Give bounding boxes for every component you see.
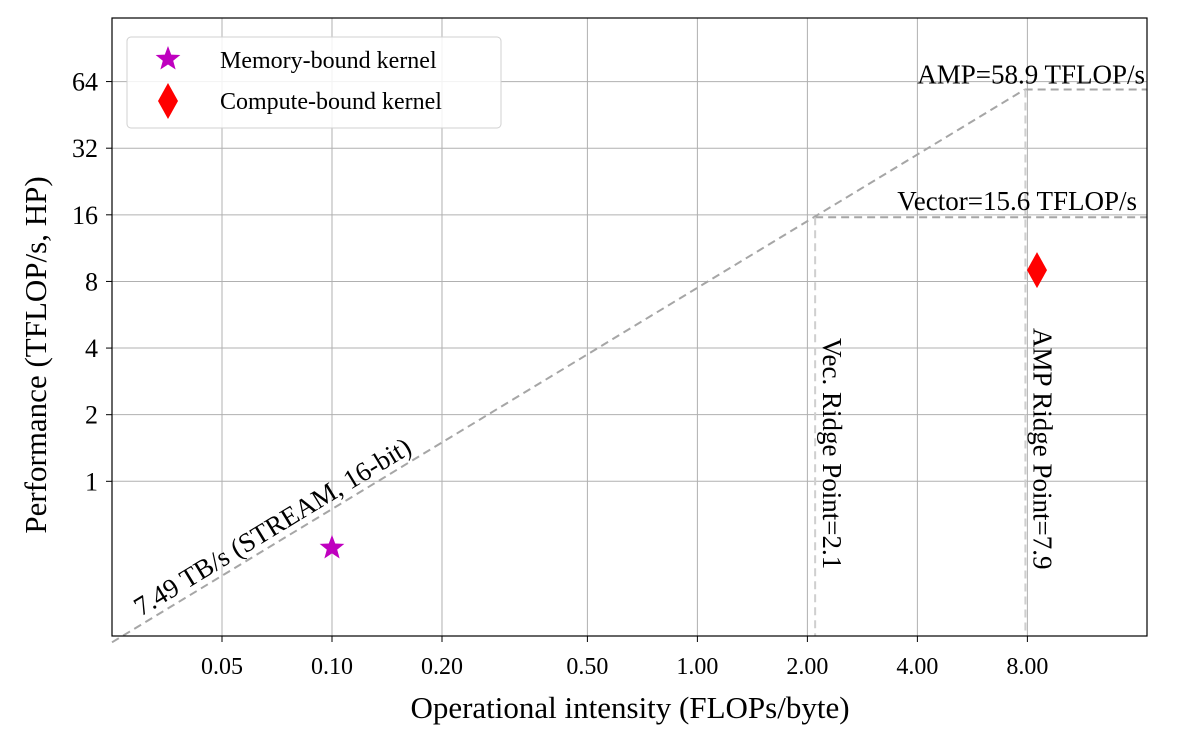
y-tick-label: 4: [85, 334, 98, 363]
x-tick-label: 1.00: [676, 654, 718, 680]
y-tick-label: 16: [72, 201, 98, 230]
vector-ridge-label: Vec. Ridge Point=2.1: [817, 338, 847, 569]
plot-frame: [111, 17, 1148, 637]
y-tick-label: 64: [72, 68, 98, 97]
y-tick-label: 1: [85, 467, 98, 496]
x-tick-label: 4.00: [896, 654, 938, 680]
x-tick-label: 2.00: [786, 654, 828, 680]
legend-label-compute: Compute-bound kernel: [220, 89, 442, 115]
axis-ticks: 0.05 0.10 0.20 0.50 1.00 2.00 4.00 8.00 1 2 4 8 16 32…: [72, 68, 1048, 680]
grid: [112, 18, 1147, 636]
legend-star-icon: [155, 46, 181, 70]
x-tick-label: 0.05: [201, 654, 243, 680]
y-tick-label: 32: [72, 134, 98, 163]
y-tick-label: 8: [85, 267, 98, 296]
bandwidth-roof-line: [111, 88, 1026, 644]
data-points: [319, 252, 1048, 559]
x-tick-label: 0.10: [311, 654, 353, 680]
y-tick-label: 2: [85, 401, 98, 430]
legend-box: [126, 36, 502, 129]
x-tick-label: 8.00: [1006, 654, 1048, 680]
x-tick-label: 0.50: [566, 654, 608, 680]
amp-ceiling-label: AMP=58.9 TFLOP/s: [917, 60, 1145, 90]
roofline: AMP=58.9 TFLOP/s Vector=15.6 TFLOP/s Vec. …: [111, 60, 1147, 644]
bandwidth-label: 7.49 TB/s (STREAM, 16-bit): [128, 431, 416, 622]
x-tick-label: 0.20: [421, 654, 463, 680]
legend-diamond-icon: [158, 83, 178, 119]
y-axis-label: Performance (TFLOP/s, HP): [18, 176, 53, 533]
legend: Memory-bound kernel Compute-bound kernel: [126, 36, 502, 129]
memory-bound-point: [319, 534, 345, 559]
legend-label-memory: Memory-bound kernel: [220, 48, 437, 74]
x-axis-label: Operational intensity (FLOPs/byte): [410, 690, 849, 725]
amp-ridge-label: AMP Ridge Point=7.9: [1027, 328, 1057, 570]
compute-bound-point: [1027, 252, 1048, 289]
vector-ceiling-label: Vector=15.6 TFLOP/s: [897, 186, 1137, 216]
